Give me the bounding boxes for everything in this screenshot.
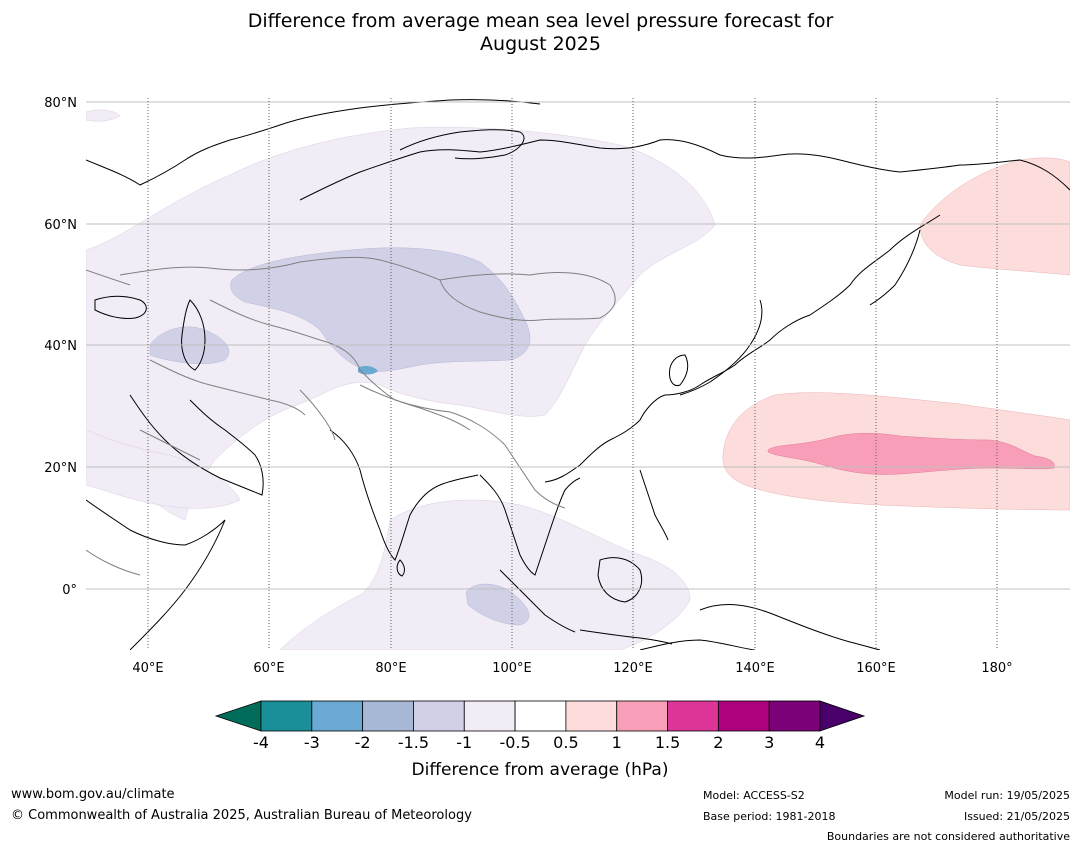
lat-tick-20n: 20°N [44, 461, 77, 476]
footer-copyright: © Commonwealth of Australia 2025, Austra… [11, 808, 472, 823]
coast-philippines [639, 469, 669, 541]
coast-taimyr [399, 129, 525, 160]
anomaly-fills [86, 109, 1070, 650]
border-ukraine [86, 269, 131, 286]
colorbar-label: Difference from average (hPa) [412, 760, 669, 780]
colorbar-segment [717, 700, 770, 732]
lat-tick-40n: 40°N [44, 339, 77, 354]
border-saudi [139, 429, 201, 461]
fill-positive-weak-bering [919, 157, 1070, 276]
border-southeast-asia [504, 444, 566, 509]
lon-tick-180: 180° [981, 661, 1012, 676]
colorbar-segment [514, 700, 567, 732]
fill-positive-moderate-pacific [767, 432, 1055, 475]
colorbar-segment [463, 700, 516, 732]
footer-model-run: Model run: 19/05/2025 [944, 789, 1070, 802]
colorbar-tick-label: 3 [764, 733, 774, 752]
lon-tick-140e: 140°E [735, 661, 775, 676]
coast-indochina [479, 474, 581, 576]
coast-java [579, 629, 673, 645]
coast-sri-lanka [396, 559, 405, 577]
title-line-1: Difference from average mean sea level p… [247, 10, 834, 32]
lat-tick-0: 0° [62, 583, 77, 598]
coast-arabia [129, 394, 264, 496]
colorbar-tick-label: -3 [304, 733, 320, 752]
footer-model: Model: ACCESS-S2 [703, 789, 805, 802]
footer-issued: Issued: 21/05/2025 [963, 810, 1070, 823]
colorbar-tick-label: 0.5 [553, 733, 578, 752]
coast-east-asia [544, 214, 941, 483]
colorbar-segment [260, 700, 313, 732]
country-borders [86, 256, 616, 576]
coast-sumatra [499, 569, 576, 633]
coast-japan [679, 299, 763, 396]
colorbar-segment [413, 700, 465, 732]
footer-website[interactable]: www.bom.gov.au/climate [11, 787, 175, 802]
lon-tick-100e: 100°E [492, 661, 532, 676]
border-africa [86, 549, 141, 576]
colorbar-segment [667, 700, 719, 732]
footer-base-period: Base period: 1981-2018 [703, 810, 836, 823]
colorbar-tick-label: -1.5 [398, 733, 429, 752]
coast-india [329, 429, 479, 561]
border-india-china [359, 384, 471, 431]
gridlines [86, 98, 1070, 650]
border-india-pakistan [299, 389, 336, 441]
fill-negative-weak-arabia [86, 429, 241, 509]
colorbar-tick-label: -1 [456, 733, 472, 752]
fill-negative-weak-indian-ocean [279, 499, 691, 650]
lon-tick-120e: 120°E [613, 661, 653, 676]
lat-tick-80n: 80°N [44, 96, 77, 111]
coast-caspian [181, 299, 206, 371]
map-title: Difference from average mean sea level p… [0, 10, 1081, 56]
coast-kamchatka [869, 229, 921, 306]
lon-tick-60e: 60°E [253, 661, 284, 676]
colorbar-tick-label: -4 [253, 733, 269, 752]
colorbar-tick-label: -2 [355, 733, 371, 752]
colorbar-over-arrow [819, 700, 866, 732]
colorbar-segment [565, 700, 618, 732]
lat-tick-60n: 60°N [44, 218, 77, 233]
border-central-asia [209, 299, 321, 341]
fill-negative-weak-arctic [86, 109, 121, 122]
coast-europe-arctic [86, 99, 541, 186]
border-russia-kazakhstan [119, 256, 441, 281]
coast-australia-north [639, 639, 756, 650]
fill-negative-moderate-central-asia [230, 247, 531, 372]
lon-tick-40e: 40°E [132, 661, 163, 676]
coast-new-guinea [699, 604, 881, 650]
border-iran [149, 359, 306, 416]
lon-tick-80e: 80°E [375, 661, 406, 676]
border-mongolia [439, 271, 616, 321]
colorbar-tick-label: 1.5 [655, 733, 680, 752]
lon-tick-160e: 160°E [856, 661, 896, 676]
coast-africa-horn [86, 499, 226, 650]
coast-black-sea [94, 295, 147, 319]
colorbar-tick-label: 4 [815, 733, 825, 752]
colorbar-segment [616, 700, 668, 732]
coastlines [86, 99, 1070, 650]
colorbar-under-arrow [214, 700, 262, 732]
coast-siberia-north [299, 139, 1070, 201]
colorbar-tick-label: -0.5 [499, 733, 530, 752]
map-area [86, 98, 1070, 650]
colorbar-tick-label: 2 [713, 733, 723, 752]
colorbar-segment [362, 700, 414, 732]
title-line-2: August 2025 [480, 33, 601, 55]
footer-boundaries: Boundaries are not considered authoritat… [826, 830, 1070, 843]
fill-negative-moderate-bay-of-bengal [465, 583, 530, 626]
colorbar-segment [768, 700, 821, 732]
colorbar: -4 -3 -2 -1.5 -1 -0.5 0.5 1 1.5 2 3 4 Difference fr… [214, 700, 866, 780]
coast-borneo [597, 557, 643, 603]
colorbar-segment [311, 700, 364, 732]
coast-korea [669, 354, 689, 387]
colorbar-tick-label: 1 [612, 733, 622, 752]
